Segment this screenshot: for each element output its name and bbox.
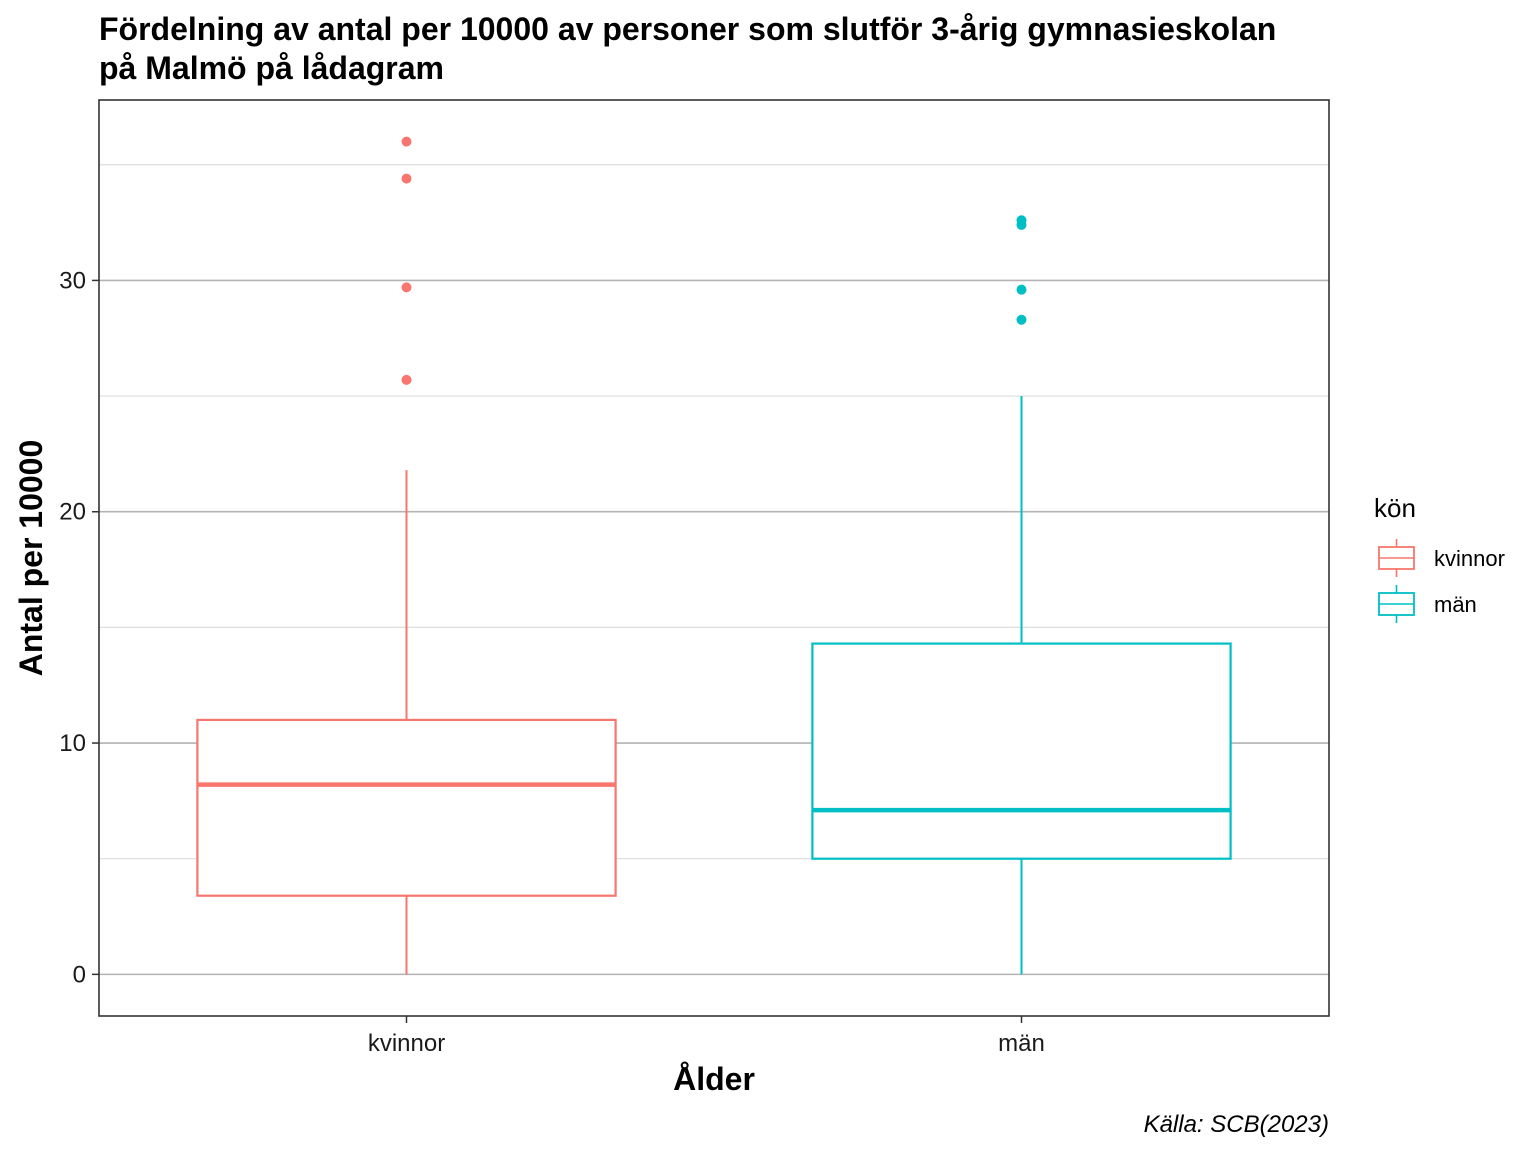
legend-label: kvinnor (1434, 546, 1505, 571)
plot-panel: 0 10 20 30 kvinnor män (59, 99, 1330, 1057)
box-män (811, 215, 1232, 975)
outlier-point (401, 136, 412, 147)
outlier-point (1016, 284, 1027, 295)
x-tick-label: män (998, 1030, 1045, 1057)
legend-label: män (1434, 592, 1477, 617)
y-tick-label: 20 (59, 499, 86, 526)
y-tick-label: 30 (59, 267, 86, 294)
legend-title: kön (1374, 493, 1416, 523)
outlier-point (1016, 314, 1027, 325)
x-axis-title: Ålder (673, 1061, 755, 1097)
box-kvinnor (196, 136, 617, 975)
caption: Källa: SCB(2023) (1144, 1111, 1329, 1138)
legend-item-kvinnor: kvinnor (1378, 539, 1505, 577)
outlier-point (401, 173, 412, 184)
box-iqr (811, 642, 1232, 860)
box-iqr (196, 718, 617, 897)
outlier-point (401, 282, 412, 293)
chart-title-line2: på Malmö på lådagram (99, 50, 444, 86)
legend-item-män: män (1378, 585, 1477, 623)
x-tick-label: kvinnor (368, 1030, 445, 1057)
chart-title-line1: Fördelning av antal per 10000 av persone… (99, 11, 1276, 47)
panel-border (98, 99, 1330, 1017)
legend: kvinnor män (1378, 539, 1505, 623)
y-axis-title: Antal per 10000 (13, 440, 49, 677)
y-tick-label: 10 (59, 730, 86, 757)
outlier-point (1016, 215, 1027, 226)
y-tick-label: 0 (73, 961, 86, 988)
outlier-point (401, 374, 412, 385)
